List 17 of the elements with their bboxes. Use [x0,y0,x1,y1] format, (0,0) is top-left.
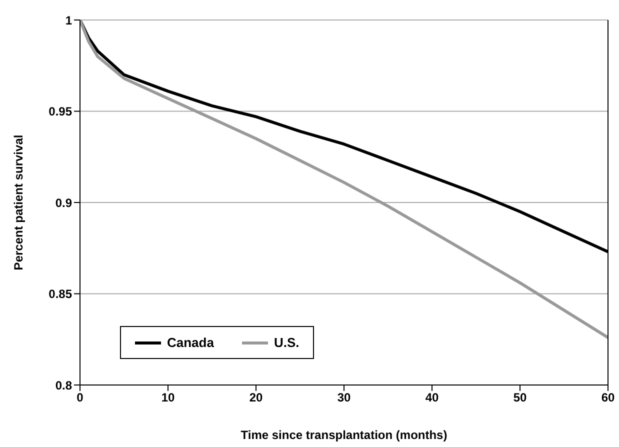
x-tick-label: 10 [161,390,175,405]
x-tick-label: 0 [76,390,84,405]
x-tick-label: 50 [513,390,527,405]
y-axis-title: Percent patient survival [11,134,26,270]
legend-label: Canada [166,335,214,350]
y-tick-label: 0.85 [48,287,72,302]
y-tick-label: 0.9 [55,196,72,210]
legend-label: U.S. [272,335,300,350]
y-tick-label: 0.8 [55,378,72,392]
y-tick-label: 0.95 [48,104,72,119]
y-tick-label: 1 [65,13,72,28]
x-axis-title: Time since transplantation (months) [240,428,448,442]
x-tick-label: 40 [425,390,439,405]
x-tick-label: 20 [249,390,263,405]
x-tick-label: 30 [337,390,351,405]
line-series [80,20,608,340]
x-tick-label: 60 [601,390,615,405]
